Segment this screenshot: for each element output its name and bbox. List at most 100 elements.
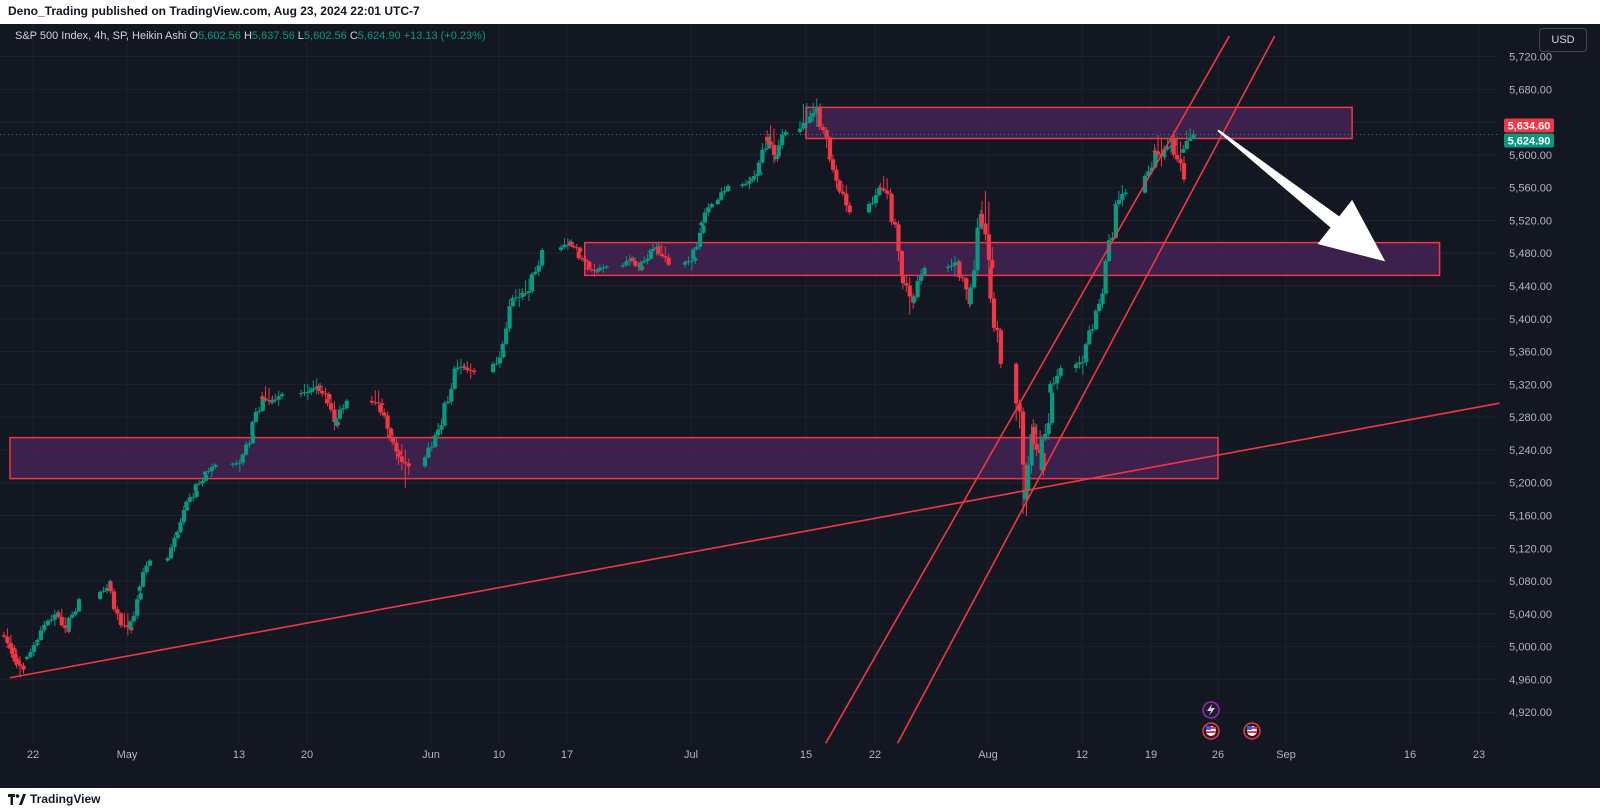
candle-body — [1103, 260, 1108, 291]
candle-body — [185, 507, 190, 511]
candle-body — [122, 625, 127, 627]
candle-body — [889, 194, 894, 223]
candle-body — [1100, 293, 1105, 304]
close-value: 5,624.90 — [357, 30, 401, 42]
y-tick-label: 4,960.00 — [1509, 674, 1552, 686]
candle-body — [174, 532, 180, 536]
candle-body — [701, 225, 706, 233]
candle-body — [175, 535, 181, 538]
candle-body — [517, 296, 522, 298]
x-tick-label: Sep — [1276, 749, 1296, 761]
candle-body — [1116, 199, 1121, 205]
candle-body — [165, 558, 170, 561]
candle-body — [194, 490, 199, 497]
candle-body — [642, 261, 647, 263]
candle-body — [9, 647, 15, 654]
candle-body — [827, 156, 832, 160]
candle-body — [56, 613, 61, 617]
tradingview-logo-icon — [8, 794, 26, 806]
candle-body — [946, 266, 951, 268]
candle-body — [656, 246, 661, 254]
candle-body — [827, 137, 833, 157]
candle-body — [200, 480, 205, 484]
trend-line — [9, 402, 1500, 679]
candle-body — [995, 327, 1000, 331]
y-tick-label: 5,120.00 — [1509, 543, 1552, 555]
candle-body — [620, 265, 626, 267]
candle-body — [580, 258, 585, 260]
candle-body — [1083, 344, 1088, 359]
x-tick-label: 17 — [561, 749, 573, 761]
candle-body — [1191, 134, 1196, 139]
candle-body — [578, 247, 583, 252]
candle-body — [694, 246, 699, 250]
candle-body — [975, 227, 980, 271]
price-tag — [1504, 133, 1554, 148]
y-tick-label: 5,480.00 — [1509, 248, 1552, 260]
candle-body — [529, 274, 534, 291]
candle-body — [699, 222, 704, 226]
price-chart[interactable]: 5,720.005,680.005,640.005,600.005,560.00… — [0, 24, 1600, 788]
candle-body — [326, 393, 332, 400]
candle-body — [234, 463, 239, 465]
candle-body — [998, 330, 1003, 364]
candle-body — [1171, 138, 1176, 155]
candle-body — [756, 162, 762, 173]
candle-body — [14, 657, 19, 665]
candle-body — [1014, 363, 1019, 404]
y-tick-label: 5,160.00 — [1509, 510, 1552, 522]
candle-body — [949, 265, 954, 267]
candle-body — [396, 454, 401, 457]
candle-body — [1113, 205, 1118, 238]
candle-body — [758, 172, 764, 174]
candle-body — [638, 262, 643, 270]
y-tick-label: 5,400.00 — [1509, 314, 1552, 326]
candle-body — [689, 260, 694, 262]
x-tick-label: 26 — [1212, 749, 1224, 761]
candle-body — [801, 122, 806, 129]
x-tick-label: Jul — [684, 749, 698, 761]
candle-body — [500, 343, 505, 350]
candle-body — [140, 572, 146, 587]
trend-line — [825, 35, 1231, 744]
candle-body — [1181, 163, 1187, 180]
candle-body — [773, 156, 778, 159]
candle-body — [847, 205, 852, 213]
candle-body — [1097, 303, 1102, 312]
candle-body — [510, 298, 515, 301]
candle-body — [722, 191, 727, 193]
candle-body — [844, 193, 849, 206]
candle-body — [501, 349, 506, 358]
candle-body — [76, 599, 82, 612]
candle-body — [960, 277, 965, 279]
candle-body — [873, 195, 878, 204]
candle-body — [964, 278, 969, 290]
candle-body — [433, 436, 438, 447]
candle-body — [135, 599, 140, 616]
candle-body — [323, 393, 328, 395]
candle-body — [1034, 444, 1039, 450]
candle-body — [1039, 439, 1044, 471]
candle-body — [1020, 411, 1026, 465]
candle-body — [896, 224, 901, 252]
candle-body — [645, 258, 650, 262]
tradingview-logo[interactable]: TradingView — [8, 792, 100, 806]
candle-body — [73, 611, 78, 615]
candle-body — [571, 245, 576, 248]
high-label: H — [243, 30, 252, 42]
candle-body — [594, 270, 599, 272]
candle-body — [373, 402, 378, 404]
candle-body — [449, 388, 454, 402]
candle-body — [760, 149, 765, 163]
candle-body — [118, 622, 124, 626]
candle-body — [138, 593, 143, 600]
candle-body — [115, 609, 120, 614]
candle-body — [280, 394, 285, 397]
candle-body — [380, 403, 385, 405]
candle-body — [320, 390, 325, 394]
candle-body — [494, 363, 499, 365]
currency-button[interactable]: USD — [1539, 28, 1587, 52]
chart-panel[interactable]: 5,720.005,680.005,640.005,600.005,560.00… — [0, 24, 1600, 788]
candle-body — [108, 582, 113, 592]
candle-body — [104, 588, 110, 591]
